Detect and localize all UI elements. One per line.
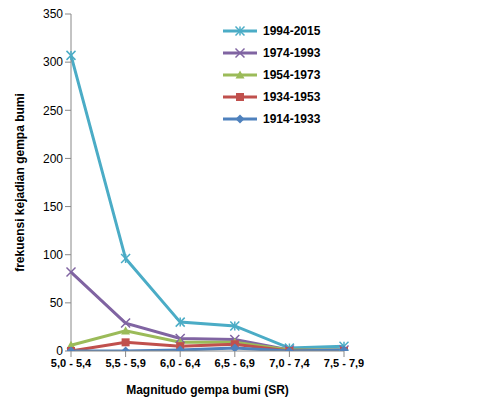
svg-text:200: 200 [43,152,63,166]
html-text:1994-2015: 1994-2015 [263,24,321,38]
svg-text:150: 150 [43,200,63,214]
svg-text:50: 50 [50,296,64,310]
svg-text:300: 300 [43,55,63,69]
svg-text:frekuensi kejadian gempa bumi: frekuensi kejadian gempa bumi [13,93,27,272]
html-text:1954-1973: 1954-1973 [263,68,321,82]
svg-text:6,0 - 6,4: 6,0 - 6,4 [160,357,201,369]
svg-text:Magnitudo gempa bumi (SR): Magnitudo gempa bumi (SR) [126,383,289,397]
svg-text:7,0 - 7,4: 7,0 - 7,4 [269,357,310,369]
html-text:1914-1933: 1914-1933 [263,112,321,126]
svg-text:0: 0 [56,344,63,358]
html-text:1934-1953: 1934-1953 [263,90,321,104]
svg-text:5,5 - 5,9: 5,5 - 5,9 [105,357,145,369]
svg-text:6,5 - 6,9: 6,5 - 6,9 [215,357,255,369]
svg-text:7,5 - 7,9: 7,5 - 7,9 [324,357,364,369]
svg-text:350: 350 [43,8,63,21]
svg-text:250: 250 [43,104,63,118]
svg-text:100: 100 [43,248,63,262]
html-text:1974-1993: 1974-1993 [263,46,321,60]
svg-text:5,0 - 5,4: 5,0 - 5,4 [51,357,92,369]
